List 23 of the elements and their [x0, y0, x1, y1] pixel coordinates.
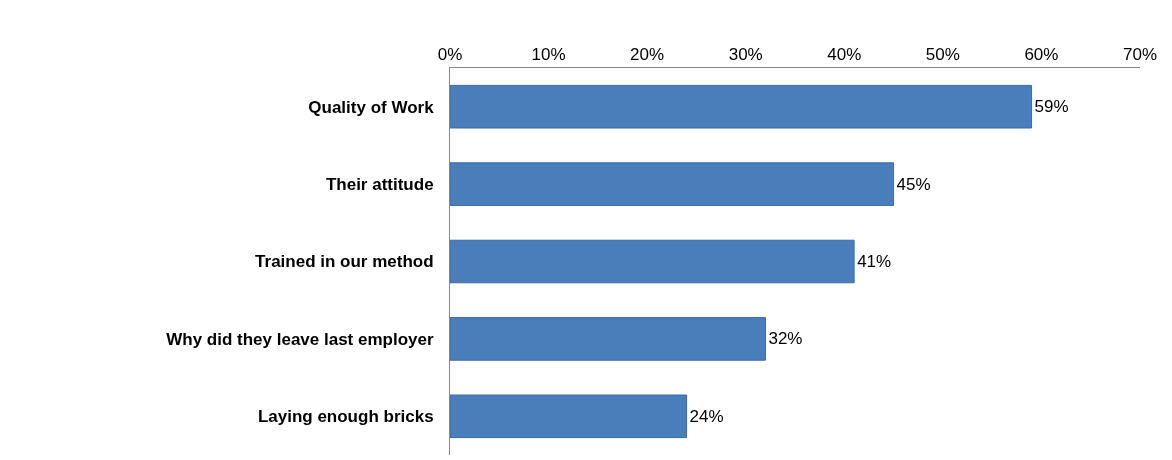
- x-tick-label: 10%: [531, 45, 566, 65]
- x-tick-label: 50%: [925, 45, 960, 65]
- y-tick-label: Why did they leave last employer: [166, 329, 434, 349]
- data-label: 24%: [689, 406, 724, 426]
- bar: [450, 239, 855, 284]
- bar: [450, 84, 1033, 129]
- x-tick-label: 70%: [1122, 45, 1158, 65]
- y-tick-label: Trained in our method: [255, 252, 434, 272]
- x-tick-label: 40%: [827, 45, 862, 65]
- bar: [450, 317, 766, 361]
- x-tick-label: 20%: [630, 45, 665, 65]
- data-label: 45%: [896, 174, 931, 194]
- y-tick-label: Their attitude: [325, 175, 434, 195]
- data-label: 59%: [1034, 97, 1069, 117]
- x-tick-label: 0%: [437, 45, 463, 65]
- bar: [450, 394, 688, 439]
- data-label: 32%: [768, 329, 803, 349]
- x-tick-label: 60%: [1024, 45, 1059, 65]
- y-tick-label: Laying enough bricks: [257, 407, 434, 427]
- bar: [450, 162, 895, 206]
- y-tick-label: Quality of Work: [308, 97, 435, 117]
- x-tick-label: 30%: [728, 45, 763, 65]
- data-label: 41%: [857, 252, 892, 272]
